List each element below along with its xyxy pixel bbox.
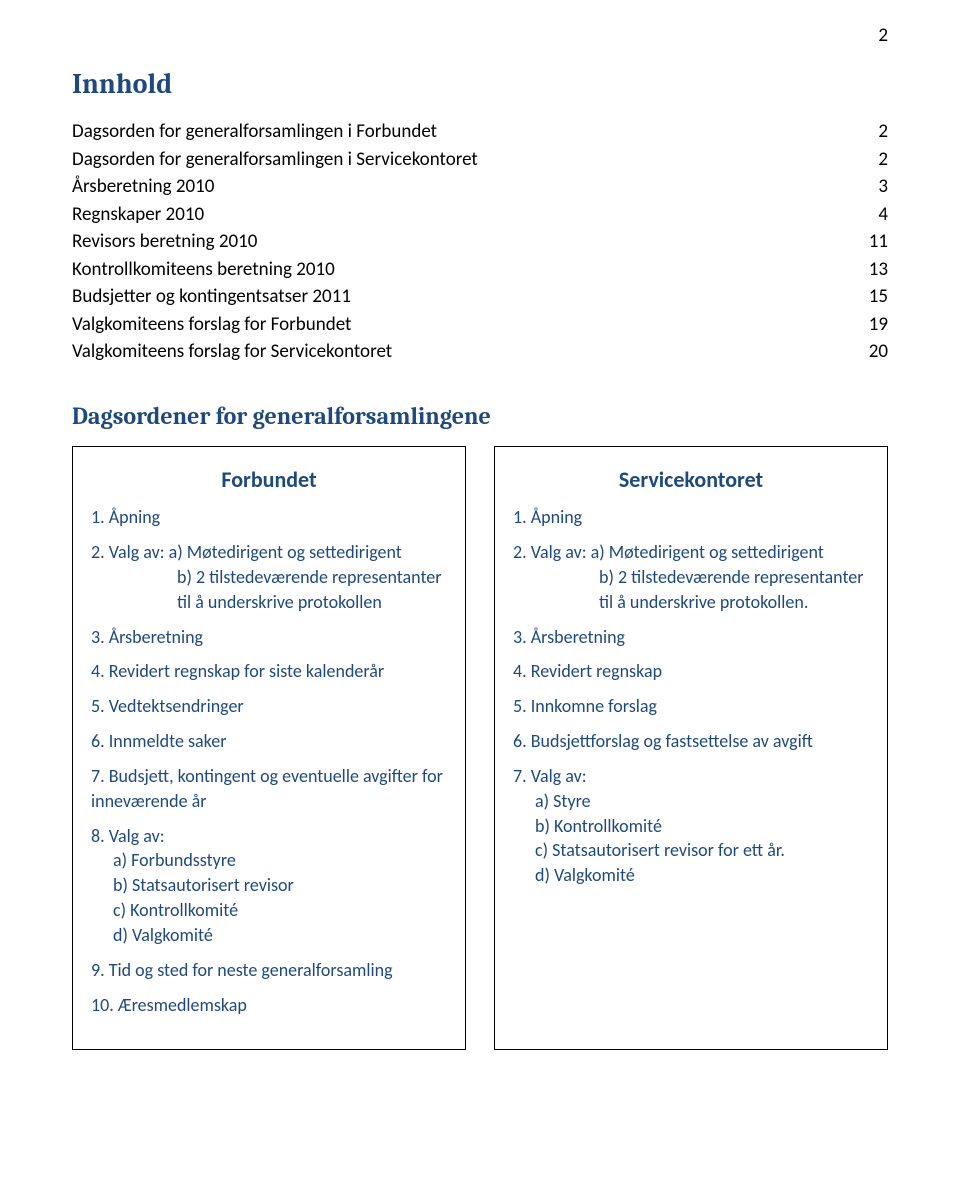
list-item-text: 2. Valg av: a) Møtedirigent og settediri…	[513, 541, 824, 563]
page-title: Innhold	[72, 68, 888, 100]
toc-row: Budsjetter og kontingentsatser 2011 15	[72, 283, 888, 311]
list-item: 6. Innmeldte saker	[91, 729, 447, 754]
toc-page: 4	[878, 201, 888, 229]
list-item: 8. Valg av: a) Forbundsstyre b) Statsaut…	[91, 824, 447, 948]
toc-label: Kontrollkomiteens beretning 2010	[72, 256, 335, 284]
list-item: 4. Revidert regnskap	[513, 659, 869, 684]
forbundet-box: Forbundet 1. Åpning 2. Valg av: a) Møted…	[72, 446, 466, 1050]
list-item: 4. Revidert regnskap for siste kalenderå…	[91, 659, 447, 684]
toc-label: Dagsorden for generalforsamlingen i Forb…	[72, 118, 437, 146]
list-item: 5. Vedtektsendringer	[91, 694, 447, 719]
toc-label: Dagsorden for generalforsamlingen i Serv…	[72, 146, 478, 174]
list-item: 3. Årsberetning	[91, 625, 447, 650]
toc-row: Årsberetning 2010 3	[72, 173, 888, 201]
forbundet-title: Forbundet	[91, 465, 447, 495]
list-item: 6. Budsjettforslag og fastsettelse av av…	[513, 729, 869, 754]
toc-page: 3	[878, 173, 888, 201]
toc-row: Dagsorden for generalforsamlingen i Serv…	[72, 146, 888, 174]
servicekontoret-title: Servicekontoret	[513, 465, 869, 495]
list-item: 7. Budsjett, kontingent og eventuelle av…	[91, 764, 447, 814]
page-number: 2	[878, 24, 888, 47]
list-item-text: 8. Valg av:	[91, 824, 447, 849]
servicekontoret-box: Servicekontoret 1. Åpning 2. Valg av: a)…	[494, 446, 888, 1050]
toc-label: Budsjetter og kontingentsatser 2011	[72, 283, 351, 311]
toc-page: 13	[869, 256, 888, 284]
list-item: 5. Innkomne forslag	[513, 694, 869, 719]
list-item: 1. Åpning	[91, 505, 447, 530]
list-subitem: d) Valgkomité	[513, 863, 869, 888]
toc-row: Valgkomiteens forslag for Servicekontore…	[72, 338, 888, 366]
toc-row: Kontrollkomiteens beretning 2010 13	[72, 256, 888, 284]
toc-label: Valgkomiteens forslag for Forbundet	[72, 311, 351, 339]
toc-label: Regnskaper 2010	[72, 201, 204, 229]
list-subitem: c) Kontrollkomité	[91, 898, 447, 923]
agenda-columns: Forbundet 1. Åpning 2. Valg av: a) Møted…	[72, 446, 888, 1050]
list-subitem: b) Kontrollkomité	[513, 814, 869, 839]
table-of-contents: Dagsorden for generalforsamlingen i Forb…	[72, 118, 888, 366]
list-subitem: b) Statsautorisert revisor	[91, 873, 447, 898]
list-item: 9. Tid og sted for neste generalforsamli…	[91, 958, 447, 983]
list-item: 7. Valg av: a) Styre b) Kontrollkomité c…	[513, 764, 869, 888]
list-item: 1. Åpning	[513, 505, 869, 530]
list-subitem: d) Valgkomité	[91, 923, 447, 948]
toc-page: 20	[869, 338, 888, 366]
toc-page: 2	[878, 118, 888, 146]
list-subitem: c) Statsautorisert revisor for ett år.	[513, 838, 869, 863]
toc-page: 15	[869, 283, 888, 311]
toc-row: Dagsorden for generalforsamlingen i Forb…	[72, 118, 888, 146]
list-item: 2. Valg av: a) Møtedirigent og settediri…	[91, 540, 447, 614]
list-item: 2. Valg av: a) Møtedirigent og settediri…	[513, 540, 869, 614]
toc-row: Revisors beretning 2010 11	[72, 228, 888, 256]
list-item-text: 7. Valg av:	[513, 764, 869, 789]
list-item: 10. Æresmedlemskap	[91, 993, 447, 1018]
toc-page: 11	[869, 228, 888, 256]
list-subitem: b) 2 tilstedeværende representanter til …	[91, 565, 447, 615]
list-item: 3. Årsberetning	[513, 625, 869, 650]
toc-row: Regnskaper 2010 4	[72, 201, 888, 229]
list-subitem: a) Styre	[513, 789, 869, 814]
toc-page: 19	[869, 311, 888, 339]
toc-page: 2	[878, 146, 888, 174]
toc-label: Årsberetning 2010	[72, 173, 214, 201]
list-subitem: b) 2 tilstedeværende representanter til …	[513, 565, 869, 615]
toc-row: Valgkomiteens forslag for Forbundet 19	[72, 311, 888, 339]
toc-label: Valgkomiteens forslag for Servicekontore…	[72, 338, 392, 366]
list-subitem: a) Forbundsstyre	[91, 848, 447, 873]
toc-label: Revisors beretning 2010	[72, 228, 257, 256]
section-heading: Dagsordener for generalforsamlingene	[72, 402, 888, 430]
list-item-text: 2. Valg av: a) Møtedirigent og settediri…	[91, 541, 402, 563]
